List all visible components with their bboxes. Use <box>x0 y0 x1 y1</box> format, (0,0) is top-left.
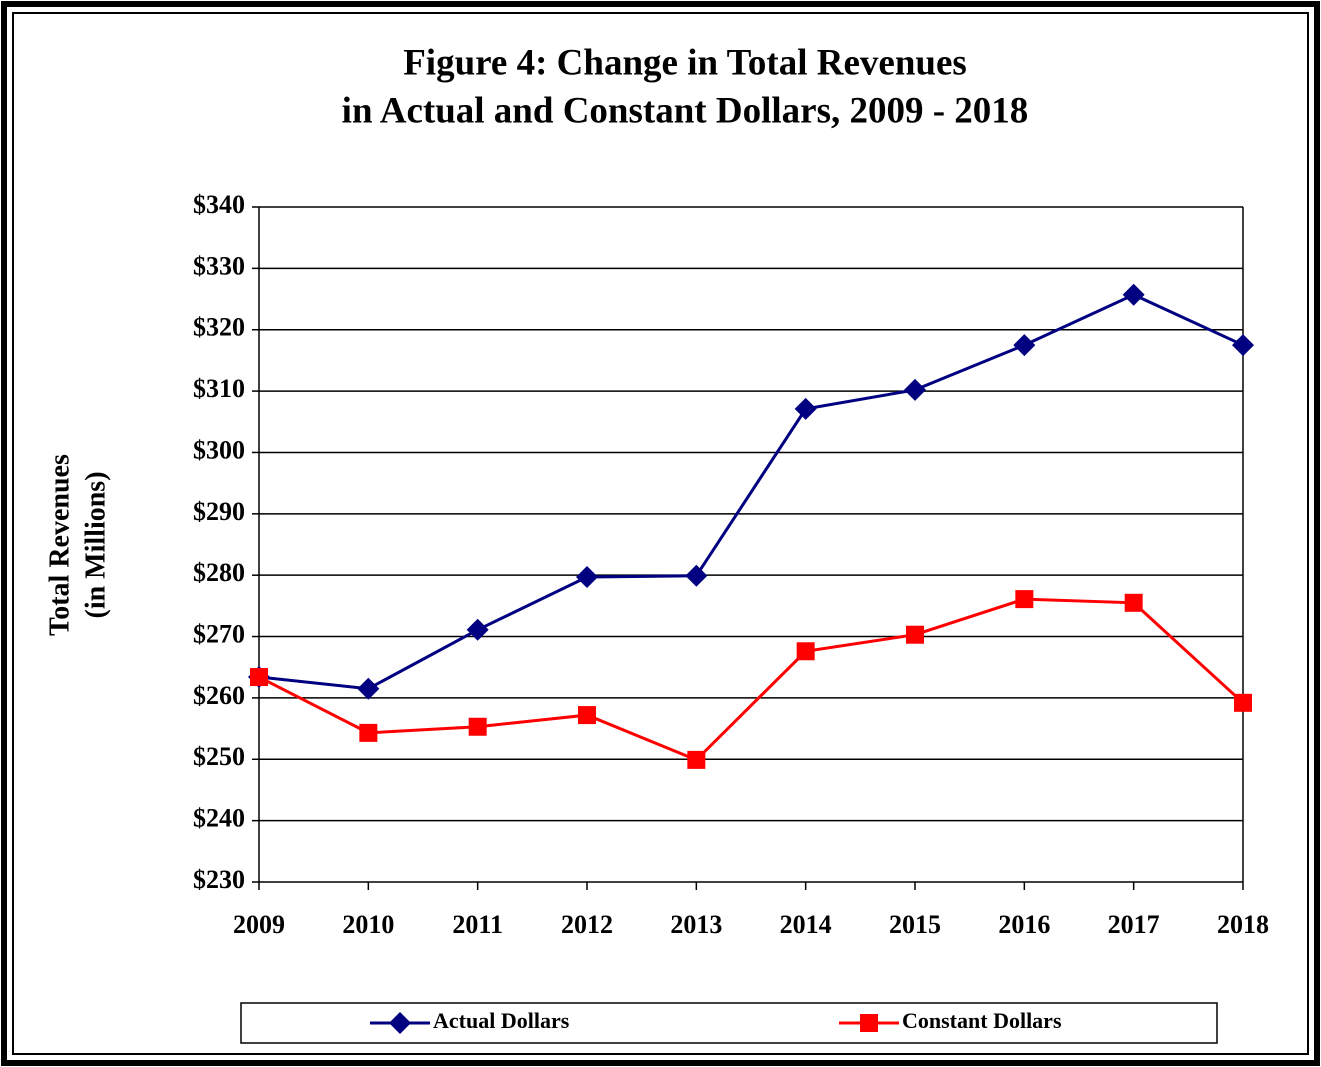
y-tick-label: $290 <box>193 497 245 526</box>
y-tick-label: $240 <box>193 804 245 833</box>
series-line <box>258 597 1245 762</box>
legend-marker <box>860 1014 878 1032</box>
y-axis-label: Total Revenues (in Millions) <box>44 454 111 636</box>
legend-label: Actual Dollars <box>433 1008 570 1033</box>
y-axis-label-line: (in Millions) <box>80 471 111 618</box>
data-point <box>1124 593 1143 612</box>
data-point <box>794 397 817 420</box>
x-tick-label: 2015 <box>889 910 941 939</box>
data-point <box>796 642 815 661</box>
data-point <box>578 706 596 725</box>
data-point <box>1122 283 1145 306</box>
data-point <box>906 625 924 644</box>
y-tick-label: $300 <box>193 435 245 464</box>
y-tick-label: $320 <box>193 313 245 342</box>
x-tick-label: 2016 <box>998 910 1050 939</box>
data-point <box>1234 693 1252 712</box>
data-point <box>466 618 489 641</box>
x-tick-label: 2012 <box>561 910 613 939</box>
series-line <box>258 293 1244 691</box>
chart-title: Figure 4: Change in Total Revenues <box>403 42 967 83</box>
data-point <box>357 677 380 700</box>
data-point <box>359 723 378 742</box>
x-tick-label: 2017 <box>1108 910 1160 939</box>
y-tick-label: $270 <box>193 620 245 649</box>
x-tick-label: 2018 <box>1217 910 1269 939</box>
y-tick-label: $230 <box>193 865 245 894</box>
y-tick-label: $330 <box>193 251 245 280</box>
x-tick-label: 2014 <box>780 910 832 939</box>
y-tick-label: $250 <box>193 742 245 771</box>
y-tick-label: $310 <box>193 374 245 403</box>
y-tick-label: $280 <box>193 558 245 587</box>
data-point <box>685 564 708 587</box>
data-point <box>1015 590 1034 609</box>
legend-label: Constant Dollars <box>902 1008 1062 1033</box>
x-tick-label: 2010 <box>342 910 394 939</box>
data-point <box>687 750 706 769</box>
data-point <box>904 378 926 401</box>
data-point <box>1232 334 1254 357</box>
y-tick-label: $340 <box>193 190 245 219</box>
legend-marker <box>389 1012 411 1034</box>
y-axis-label-line: Total Revenues <box>44 454 75 636</box>
x-tick-label: 2011 <box>452 910 503 939</box>
inner-border <box>12 12 1309 1055</box>
data-point <box>576 566 598 589</box>
data-point <box>1013 334 1036 357</box>
x-tick-label: 2013 <box>670 910 722 939</box>
data-point <box>468 717 487 736</box>
x-tick-label: 2009 <box>233 910 285 939</box>
y-tick-label: $260 <box>193 681 245 710</box>
chart-title: in Actual and Constant Dollars, 2009 - 2… <box>342 90 1029 131</box>
data-point <box>250 668 268 687</box>
